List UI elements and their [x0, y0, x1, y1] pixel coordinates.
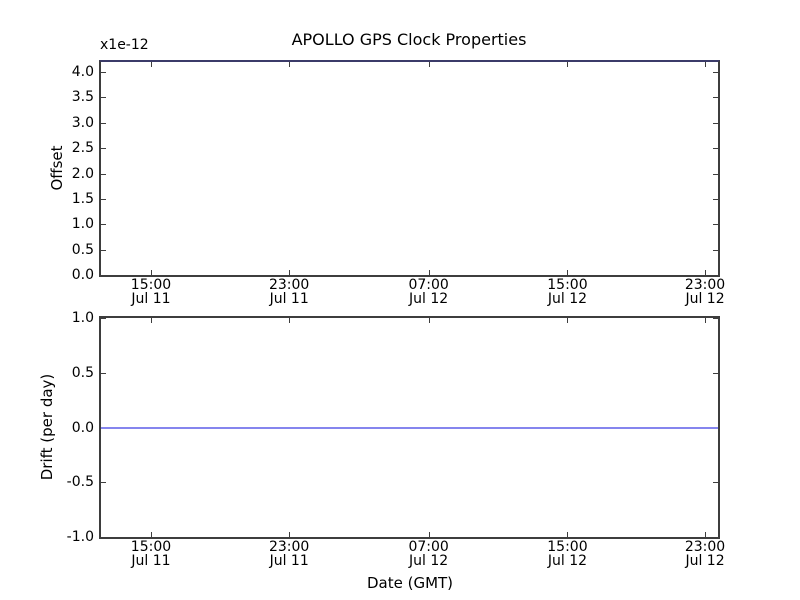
- tick-mark: [705, 62, 707, 67]
- y-tick-label: -1.0: [66, 529, 94, 545]
- y-tick-label: 0.5: [71, 364, 94, 381]
- tick-mark: [713, 318, 718, 319]
- tick-mark: [705, 270, 707, 275]
- x-tick-time: 15:00: [547, 539, 588, 555]
- tick-mark: [713, 148, 718, 150]
- tick-mark: [428, 318, 430, 323]
- x-tick-label: 07:00 Jul 12: [408, 540, 448, 568]
- x-tick-date: Jul 11: [269, 291, 309, 307]
- tick-mark: [101, 249, 106, 251]
- drift-y-axis-label: Drift (per day): [38, 373, 56, 481]
- tick-mark: [101, 224, 106, 226]
- drift-plot: 1.0 0.5 0.0 -0.5 -1.0 15:00 Jul 11 23:00 Jul 11 0…: [67, 310, 726, 568]
- y-tick-label: 0.0: [71, 419, 94, 436]
- x-axis-label: Date (GMT): [366, 574, 454, 592]
- x-tick-time: 15:00: [130, 539, 172, 555]
- x-tick-label: 23:00 Jul 11: [269, 540, 309, 568]
- tick-mark: [101, 122, 106, 124]
- x-tick-time: 23:00: [684, 539, 726, 555]
- x-tick-time: 23:00: [268, 539, 310, 555]
- tick-mark: [101, 537, 106, 538]
- tick-mark: [101, 198, 106, 200]
- tick-mark: [101, 372, 106, 374]
- offset-plot: 4.0 3.5 3.0 2.5 2.0 1.5 1.0 0.5 0.0 15:00 Jul 11 23…: [72, 60, 725, 306]
- x-tick-date: Jul 12: [547, 553, 588, 569]
- tick-mark: [289, 532, 291, 537]
- tick-mark: [713, 372, 718, 374]
- x-tick-time: 15:00: [130, 277, 172, 293]
- tick-mark: [289, 270, 291, 275]
- tick-mark: [150, 270, 152, 275]
- y-axis-scale-multiplier: x1e-12: [100, 37, 149, 53]
- tick-mark: [567, 270, 569, 275]
- tick-mark: [101, 72, 106, 74]
- y-tick-label: 2.0: [71, 165, 94, 182]
- tick-mark: [713, 275, 718, 276]
- x-tick-time: 15:00: [547, 277, 588, 293]
- y-tick-label: 0.5: [71, 241, 94, 258]
- x-tick-label: 15:00 Jul 12: [547, 278, 587, 306]
- x-tick-label: 15:00 Jul 11: [131, 278, 171, 306]
- tick-mark: [713, 224, 718, 226]
- tick-mark: [150, 318, 152, 323]
- tick-mark: [101, 318, 106, 319]
- tick-mark: [289, 62, 291, 67]
- tick-mark: [713, 482, 718, 484]
- tick-mark: [101, 97, 106, 99]
- x-tick-date: Jul 11: [131, 553, 171, 569]
- x-tick-time: 23:00: [268, 277, 310, 293]
- x-tick-label: 15:00 Jul 11: [131, 540, 171, 568]
- tick-mark: [713, 198, 718, 200]
- x-tick-date: Jul 12: [547, 291, 588, 307]
- tick-mark: [289, 318, 291, 323]
- y-tick-label: 1.0: [71, 310, 94, 326]
- x-tick-label: 23:00 Jul 12: [685, 278, 725, 306]
- tick-mark: [150, 62, 152, 67]
- tick-mark: [101, 482, 106, 484]
- tick-mark: [713, 537, 718, 538]
- data-line: [101, 426, 718, 429]
- tick-mark: [567, 62, 569, 67]
- tick-mark: [705, 318, 707, 323]
- tick-mark: [150, 532, 152, 537]
- y-tick-label: 2.5: [71, 140, 94, 157]
- x-tick-label: 07:00 Jul 12: [408, 278, 448, 306]
- x-tick-time: 23:00: [684, 277, 726, 293]
- y-tick-label: 1.0: [71, 216, 94, 233]
- x-tick-date: Jul 11: [131, 291, 171, 307]
- tick-mark: [101, 275, 106, 276]
- tick-mark: [567, 532, 569, 537]
- offset-y-axis-label: Offset: [48, 145, 66, 191]
- tick-mark: [567, 318, 569, 323]
- tick-mark: [713, 249, 718, 251]
- y-tick-label: 0.0: [71, 267, 94, 283]
- x-tick-label: 23:00 Jul 12: [685, 540, 725, 568]
- x-tick-date: Jul 12: [685, 291, 725, 307]
- x-tick-time: 07:00: [408, 539, 449, 555]
- tick-mark: [713, 122, 718, 124]
- y-tick-label: 3.0: [71, 114, 94, 131]
- tick-mark: [428, 62, 430, 67]
- tick-mark: [101, 173, 106, 175]
- x-tick-date: Jul 12: [685, 553, 725, 569]
- y-tick-label: 3.5: [71, 89, 94, 106]
- tick-mark: [713, 173, 718, 175]
- tick-mark: [101, 148, 106, 150]
- x-tick-date: Jul 12: [409, 553, 449, 569]
- y-tick-label: 1.5: [71, 190, 94, 207]
- y-tick-label: -0.5: [66, 474, 94, 491]
- tick-mark: [713, 72, 718, 74]
- tick-mark: [428, 270, 430, 275]
- chart-title: APOLLO GPS Clock Properties: [291, 30, 527, 49]
- tick-mark: [713, 97, 718, 99]
- x-tick-date: Jul 11: [269, 553, 309, 569]
- x-tick-label: 23:00 Jul 11: [269, 278, 309, 306]
- x-tick-label: 15:00 Jul 12: [547, 540, 587, 568]
- tick-mark: [705, 532, 707, 537]
- x-tick-date: Jul 12: [409, 291, 449, 307]
- tick-mark: [428, 532, 430, 537]
- x-tick-time: 07:00: [408, 277, 449, 293]
- y-tick-label: 4.0: [71, 64, 94, 81]
